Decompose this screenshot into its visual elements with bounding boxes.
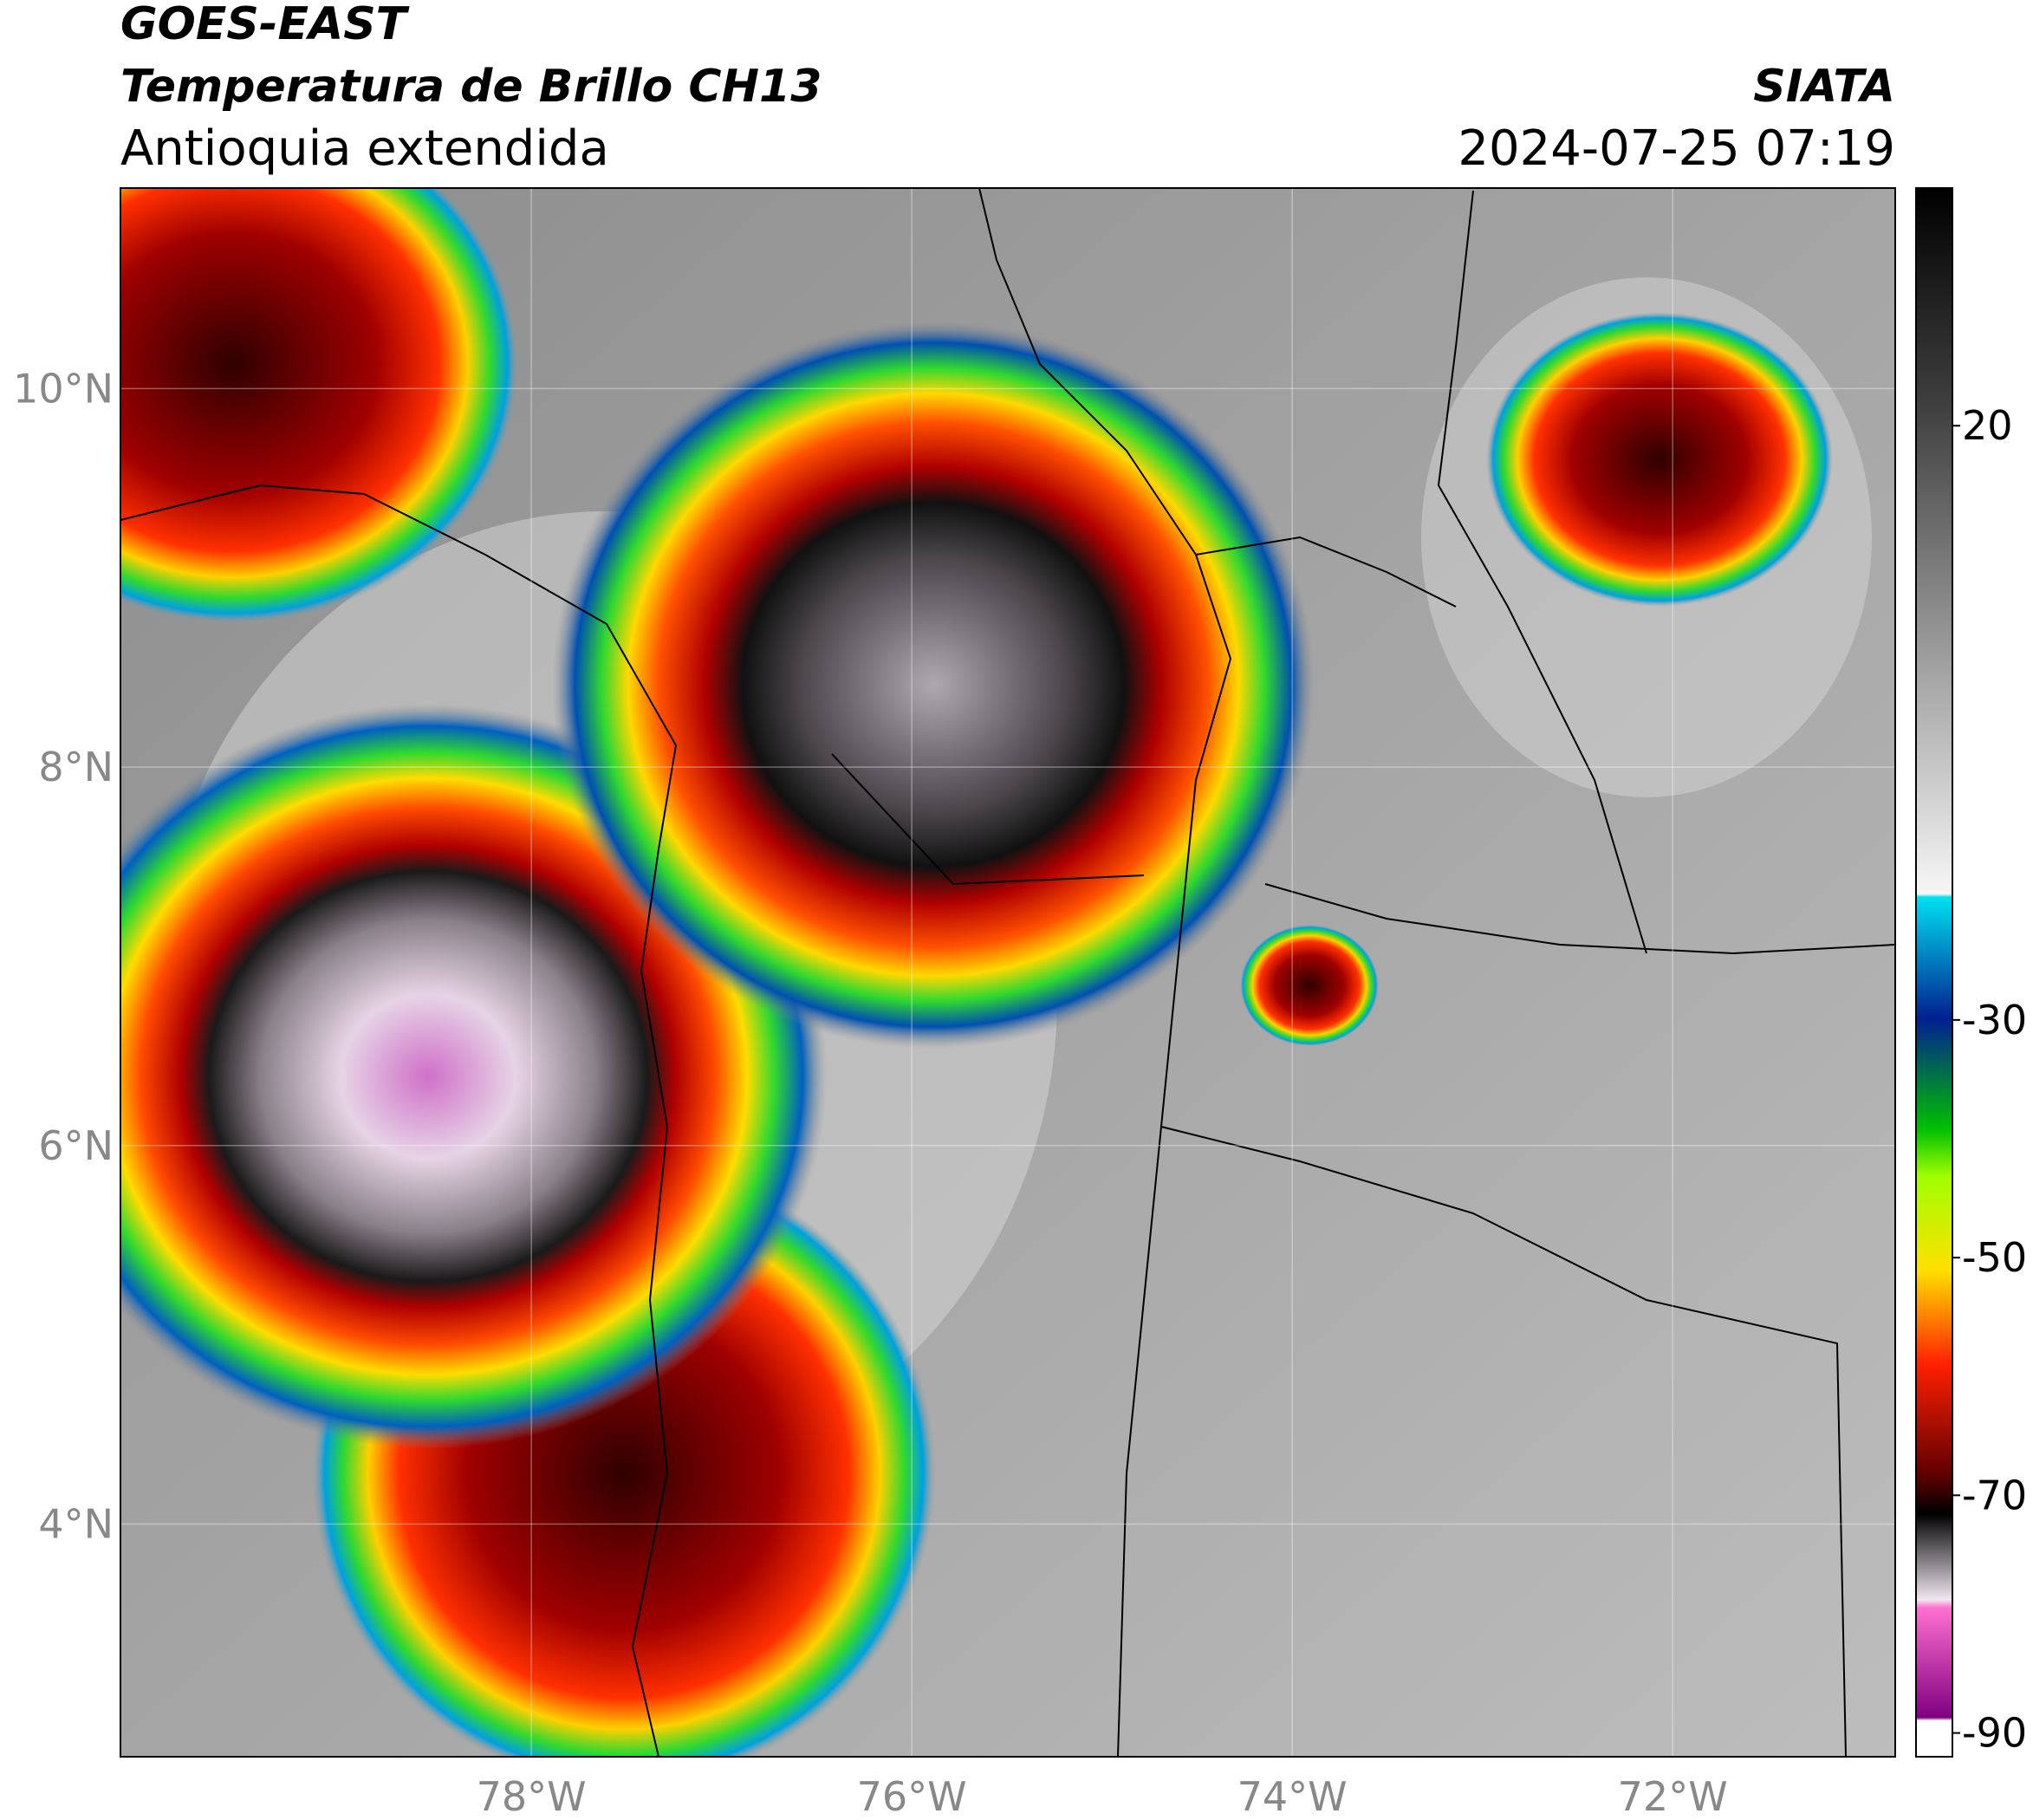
source: SIATA (1753, 61, 1895, 113)
colorbar-tick-label: 20 (1962, 402, 2013, 449)
borders (120, 188, 1895, 1757)
colorbar (1915, 187, 1953, 1758)
colorbar-tick-label: -50 (1962, 1234, 2027, 1281)
y-tick-label: 6°N (38, 1122, 114, 1169)
datetime: 2024-07-25 07:19 (1458, 120, 1895, 177)
y-tick-label: 10°N (13, 365, 114, 412)
map-image (120, 188, 1895, 1757)
colorbar-tick-label: -90 (1962, 1710, 2027, 1757)
storm (1486, 312, 1833, 607)
colorbar-tick-label: -30 (1962, 997, 2027, 1043)
y-tick-label: 8°N (38, 744, 114, 790)
x-tick-label: 76°W (857, 1773, 967, 1820)
region: Antioquia extendida (120, 120, 609, 177)
x-tick-label: 72°W (1618, 1773, 1728, 1820)
y-tick-label: 4°N (38, 1500, 114, 1547)
storm (552, 321, 1315, 1049)
title: GOES-EAST (120, 0, 410, 50)
subtitle: Temperatura de Brillo CH13 (120, 61, 822, 113)
storm (1240, 925, 1379, 1046)
x-tick-label: 78°W (477, 1773, 587, 1820)
colorbar-tick-label: -70 (1962, 1472, 2027, 1518)
x-tick-label: 74°W (1237, 1773, 1348, 1820)
map-frame (120, 187, 1896, 1758)
storm (120, 188, 519, 624)
